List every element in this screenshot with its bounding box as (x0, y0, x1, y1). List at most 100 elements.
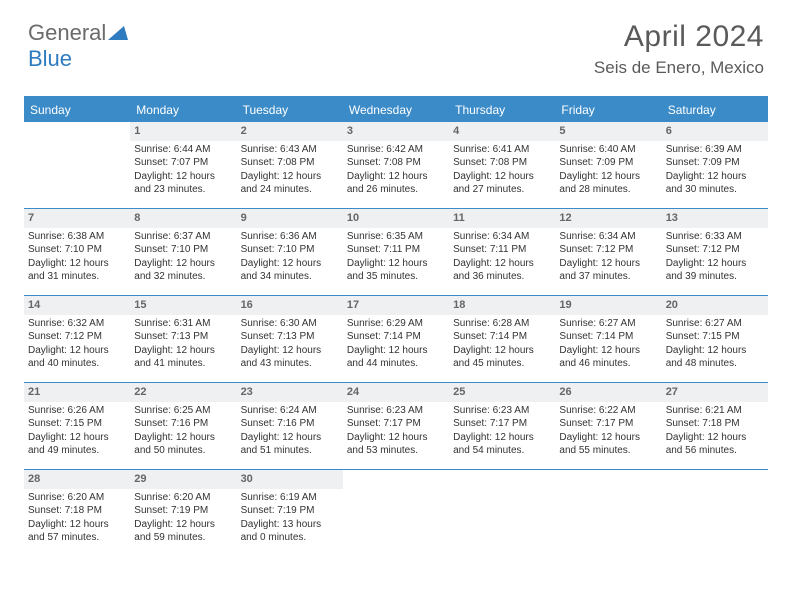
sunset-text: Sunset: 7:17 PM (347, 417, 445, 431)
daylight-text: Daylight: 12 hours (241, 431, 339, 445)
sunrise-text: Sunrise: 6:20 AM (134, 491, 232, 505)
sunrise-text: Sunrise: 6:39 AM (666, 143, 764, 157)
daylight-text: and 30 minutes. (666, 183, 764, 197)
day-number: 4 (449, 122, 555, 141)
sunrise-text: Sunrise: 6:31 AM (134, 317, 232, 331)
daylight-text: and 48 minutes. (666, 357, 764, 371)
week-row: 7Sunrise: 6:38 AMSunset: 7:10 PMDaylight… (24, 209, 768, 296)
sunset-text: Sunset: 7:08 PM (241, 156, 339, 170)
sunset-text: Sunset: 7:11 PM (453, 243, 551, 257)
day-cell: 5Sunrise: 6:40 AMSunset: 7:09 PMDaylight… (555, 122, 661, 208)
sunset-text: Sunset: 7:13 PM (241, 330, 339, 344)
day-cell: 10Sunrise: 6:35 AMSunset: 7:11 PMDayligh… (343, 209, 449, 295)
day-number: 3 (343, 122, 449, 141)
day-cell: 20Sunrise: 6:27 AMSunset: 7:15 PMDayligh… (662, 296, 768, 382)
sunrise-text: Sunrise: 6:30 AM (241, 317, 339, 331)
sunrise-text: Sunrise: 6:25 AM (134, 404, 232, 418)
sunrise-text: Sunrise: 6:42 AM (347, 143, 445, 157)
sunrise-text: Sunrise: 6:38 AM (28, 230, 126, 244)
sunrise-text: Sunrise: 6:27 AM (666, 317, 764, 331)
daylight-text: and 40 minutes. (28, 357, 126, 371)
day-number: 2 (237, 122, 343, 141)
sunrise-text: Sunrise: 6:34 AM (559, 230, 657, 244)
sunrise-text: Sunrise: 6:27 AM (559, 317, 657, 331)
daylight-text: Daylight: 12 hours (347, 431, 445, 445)
daylight-text: Daylight: 12 hours (559, 344, 657, 358)
day-number: 14 (24, 296, 130, 315)
location-label: Seis de Enero, Mexico (594, 58, 764, 78)
sunrise-text: Sunrise: 6:34 AM (453, 230, 551, 244)
sunrise-text: Sunrise: 6:32 AM (28, 317, 126, 331)
daylight-text: Daylight: 12 hours (134, 431, 232, 445)
sunrise-text: Sunrise: 6:40 AM (559, 143, 657, 157)
day-cell (343, 470, 449, 556)
daylight-text: and 53 minutes. (347, 444, 445, 458)
daylight-text: and 54 minutes. (453, 444, 551, 458)
daylight-text: and 28 minutes. (559, 183, 657, 197)
week-row: 1Sunrise: 6:44 AMSunset: 7:07 PMDaylight… (24, 122, 768, 209)
day-cell (24, 122, 130, 208)
daylight-text: Daylight: 12 hours (347, 170, 445, 184)
day-header: Saturday (662, 98, 768, 122)
day-cell: 14Sunrise: 6:32 AMSunset: 7:12 PMDayligh… (24, 296, 130, 382)
daylight-text: and 24 minutes. (241, 183, 339, 197)
day-number: 15 (130, 296, 236, 315)
sunset-text: Sunset: 7:18 PM (666, 417, 764, 431)
day-cell (555, 470, 661, 556)
daylight-text: Daylight: 12 hours (666, 344, 764, 358)
day-headers-row: Sunday Monday Tuesday Wednesday Thursday… (24, 98, 768, 122)
calendar: Sunday Monday Tuesday Wednesday Thursday… (24, 96, 768, 556)
sunrise-text: Sunrise: 6:33 AM (666, 230, 764, 244)
daylight-text: and 55 minutes. (559, 444, 657, 458)
sunrise-text: Sunrise: 6:20 AM (28, 491, 126, 505)
daylight-text: Daylight: 12 hours (559, 431, 657, 445)
day-cell: 8Sunrise: 6:37 AMSunset: 7:10 PMDaylight… (130, 209, 236, 295)
daylight-text: and 23 minutes. (134, 183, 232, 197)
daylight-text: and 0 minutes. (241, 531, 339, 545)
day-number: 11 (449, 209, 555, 228)
day-number: 17 (343, 296, 449, 315)
sunrise-text: Sunrise: 6:22 AM (559, 404, 657, 418)
daylight-text: and 51 minutes. (241, 444, 339, 458)
sunset-text: Sunset: 7:17 PM (453, 417, 551, 431)
sunrise-text: Sunrise: 6:23 AM (453, 404, 551, 418)
day-cell: 24Sunrise: 6:23 AMSunset: 7:17 PMDayligh… (343, 383, 449, 469)
daylight-text: Daylight: 12 hours (28, 257, 126, 271)
sunrise-text: Sunrise: 6:21 AM (666, 404, 764, 418)
day-number: 26 (555, 383, 661, 402)
daylight-text: Daylight: 12 hours (134, 518, 232, 532)
sunrise-text: Sunrise: 6:37 AM (134, 230, 232, 244)
daylight-text: and 32 minutes. (134, 270, 232, 284)
day-cell: 29Sunrise: 6:20 AMSunset: 7:19 PMDayligh… (130, 470, 236, 556)
daylight-text: and 26 minutes. (347, 183, 445, 197)
sunrise-text: Sunrise: 6:41 AM (453, 143, 551, 157)
day-cell: 3Sunrise: 6:42 AMSunset: 7:08 PMDaylight… (343, 122, 449, 208)
day-header: Monday (130, 98, 236, 122)
day-cell: 1Sunrise: 6:44 AMSunset: 7:07 PMDaylight… (130, 122, 236, 208)
day-number: 29 (130, 470, 236, 489)
day-number: 1 (130, 122, 236, 141)
daylight-text: Daylight: 12 hours (347, 257, 445, 271)
sunset-text: Sunset: 7:19 PM (241, 504, 339, 518)
sunset-text: Sunset: 7:10 PM (134, 243, 232, 257)
day-header: Tuesday (237, 98, 343, 122)
daylight-text: and 46 minutes. (559, 357, 657, 371)
daylight-text: Daylight: 12 hours (241, 257, 339, 271)
day-cell: 12Sunrise: 6:34 AMSunset: 7:12 PMDayligh… (555, 209, 661, 295)
sunset-text: Sunset: 7:07 PM (134, 156, 232, 170)
day-cell: 9Sunrise: 6:36 AMSunset: 7:10 PMDaylight… (237, 209, 343, 295)
day-number: 16 (237, 296, 343, 315)
day-cell: 19Sunrise: 6:27 AMSunset: 7:14 PMDayligh… (555, 296, 661, 382)
title-block: April 2024 Seis de Enero, Mexico (594, 20, 764, 78)
day-number: 5 (555, 122, 661, 141)
day-cell (662, 470, 768, 556)
day-cell: 6Sunrise: 6:39 AMSunset: 7:09 PMDaylight… (662, 122, 768, 208)
day-number: 10 (343, 209, 449, 228)
daylight-text: and 43 minutes. (241, 357, 339, 371)
daylight-text: Daylight: 12 hours (453, 257, 551, 271)
day-header: Wednesday (343, 98, 449, 122)
daylight-text: Daylight: 12 hours (666, 170, 764, 184)
daylight-text: and 57 minutes. (28, 531, 126, 545)
daylight-text: Daylight: 12 hours (453, 170, 551, 184)
day-number: 6 (662, 122, 768, 141)
